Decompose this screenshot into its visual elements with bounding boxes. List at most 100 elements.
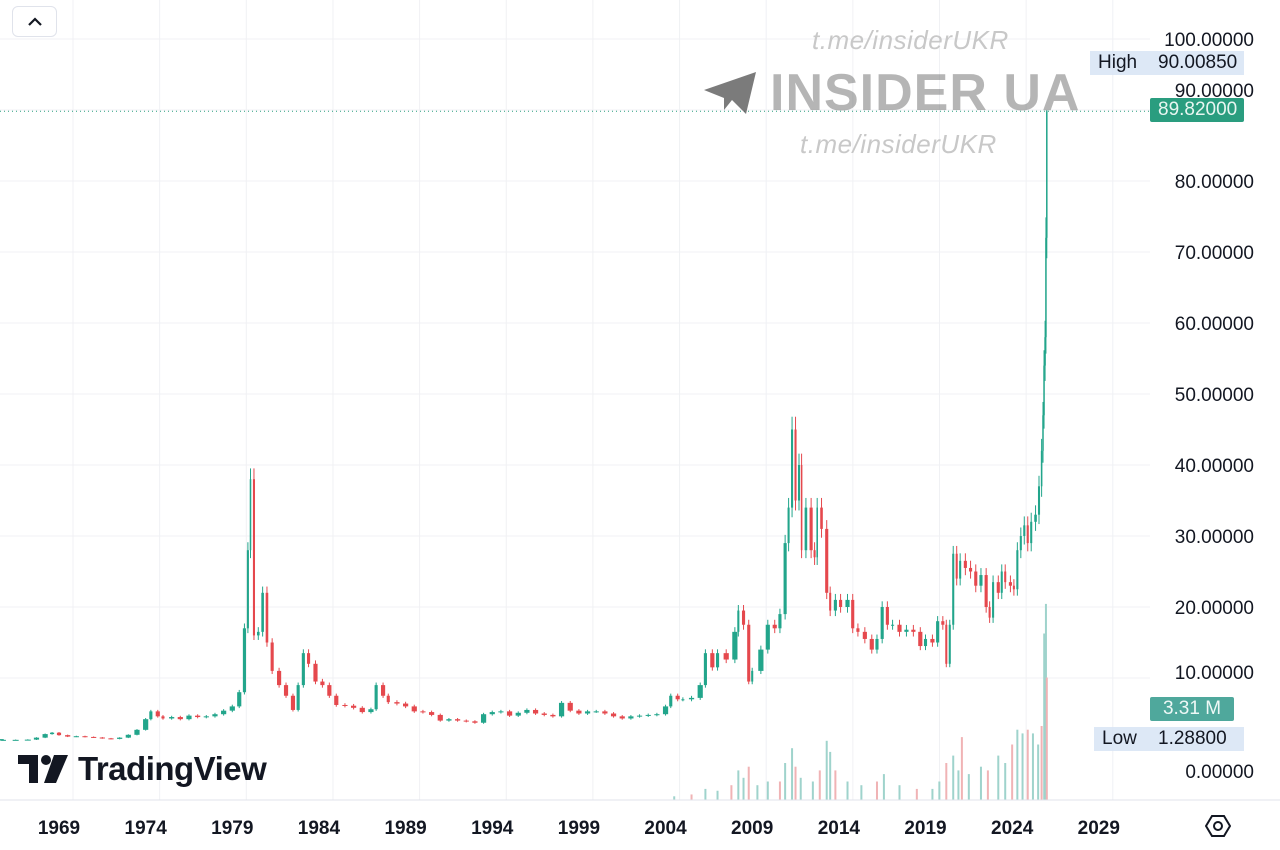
volume-bar: [938, 781, 941, 800]
high-value: 90.00850: [1150, 51, 1244, 75]
candle-body: [351, 705, 357, 708]
candle-body: [524, 709, 530, 713]
volume-bar: [690, 794, 693, 800]
candle-body: [229, 706, 235, 711]
candle-body: [261, 592, 264, 632]
candle-body: [1044, 337, 1046, 366]
price-tick-label: 40.00000: [1175, 456, 1254, 477]
candle-body: [645, 714, 651, 716]
candle-body: [897, 624, 902, 632]
candle-body: [195, 715, 201, 718]
volume-bar: [986, 770, 989, 800]
candle-body: [265, 592, 269, 643]
volume-bar: [1011, 744, 1014, 800]
price-tick-label: 10.00000: [1175, 663, 1254, 684]
candle-body: [984, 575, 988, 607]
high-label: High: [1090, 51, 1150, 75]
time-tick-label: 2029: [1078, 818, 1120, 839]
candle-body: [1042, 415, 1044, 451]
time-tick-label: 2009: [731, 818, 773, 839]
candle-body: [825, 528, 829, 593]
candle-body: [56, 732, 62, 736]
candle-body: [584, 711, 591, 714]
time-tick-label: 2014: [818, 818, 861, 839]
volume-label: 3.31 M: [1150, 697, 1234, 721]
candle-body: [420, 711, 426, 713]
candle-body: [290, 695, 296, 710]
candle-body: [125, 734, 131, 738]
candle-body: [242, 628, 246, 693]
candle-body: [787, 507, 790, 544]
volume-bar: [898, 785, 901, 800]
candle-body: [869, 638, 874, 650]
candle-body: [862, 631, 867, 639]
candle-body: [636, 715, 643, 717]
candle-body: [1037, 486, 1041, 515]
watermark-brand: INSIDER UA: [770, 64, 1081, 122]
volume-bar: [818, 770, 821, 800]
candle-body: [186, 715, 192, 720]
candle-body: [246, 550, 249, 629]
time-tick-label: 1984: [298, 818, 341, 839]
candle-body: [394, 702, 400, 704]
candle-body: [797, 465, 801, 501]
candle-body: [65, 735, 71, 737]
candle-body: [161, 716, 165, 719]
candle-body: [237, 692, 242, 707]
volume-bar: [1021, 733, 1024, 800]
candle-body: [428, 712, 435, 715]
candle-body: [256, 631, 260, 636]
price-tick-label: 70.00000: [1175, 243, 1254, 264]
candle-body: [515, 712, 521, 716]
candle-body: [454, 719, 461, 721]
candle-body: [1040, 450, 1043, 487]
price-tick-label: 60.00000: [1175, 314, 1254, 335]
candle-body: [1012, 585, 1015, 590]
candle-body: [270, 642, 274, 671]
candle-body: [856, 628, 860, 632]
candle-body: [277, 670, 282, 686]
candle-body: [602, 711, 608, 714]
candle-body: [816, 507, 818, 558]
candle-body: [675, 695, 680, 700]
volume-bar: [1045, 677, 1048, 800]
candle-body: [327, 685, 332, 696]
time-tick-label: 2024: [991, 818, 1034, 839]
tradingview-logo-icon: [18, 755, 68, 783]
volume-bar: [967, 774, 970, 800]
candle-body: [498, 711, 504, 713]
candle-body: [108, 738, 114, 740]
candle-body: [918, 631, 923, 647]
time-axis[interactable]: 1969 1974 1979 1984 1989 1994 1999 2004 2009 2014…: [38, 818, 1120, 839]
candle-body: [948, 624, 951, 664]
volume-bar: [860, 785, 863, 800]
time-tick-label: 1994: [471, 818, 514, 839]
candle-body: [301, 653, 305, 686]
collapse-button[interactable]: [12, 6, 57, 37]
candle-body: [374, 685, 378, 710]
price-axis[interactable]: 100.00000 90.00000 80.00000 70.00000 60.0000…: [1164, 30, 1254, 783]
candle-body: [33, 737, 40, 740]
tradingview-logo[interactable]: TradingView: [18, 750, 267, 788]
candle-body: [134, 729, 140, 735]
time-tick-label: 1989: [384, 818, 426, 839]
candle-body: [386, 695, 390, 703]
candle-body: [550, 714, 556, 717]
candle-body: [380, 685, 386, 696]
telegram-plane-icon: [702, 70, 758, 121]
candle-body: [359, 707, 365, 713]
chart-settings-button[interactable]: [1204, 813, 1232, 844]
candle-body: [829, 592, 832, 611]
candle-body: [809, 507, 813, 551]
volume-bar: [979, 766, 982, 800]
volume-bar: [766, 781, 769, 800]
tradingview-logo-text: TradingView: [78, 750, 267, 787]
candle-body: [820, 507, 823, 529]
candle-body: [49, 732, 55, 735]
candle-body: [437, 714, 443, 721]
volume-bar: [811, 781, 814, 800]
price-tick-label: 90.00000: [1175, 81, 1254, 102]
candle-body: [567, 702, 573, 711]
candle-body: [662, 706, 669, 715]
